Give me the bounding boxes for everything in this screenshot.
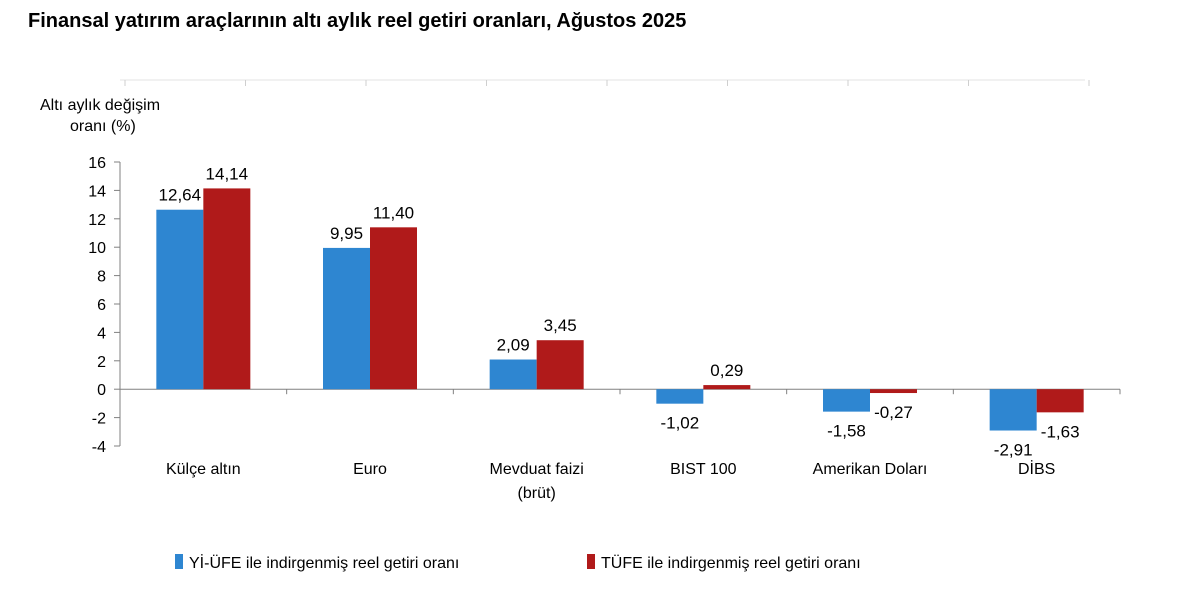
data-label: 14,14 [206, 164, 249, 183]
legend-swatch-tufe [587, 554, 595, 569]
data-label: -1,63 [1041, 422, 1080, 441]
y-axis-label-line1: Altı aylık değişim [40, 97, 160, 114]
category-labels: Külçe altın Euro Mevduat faizi (brüt) BIST 1… [166, 459, 1055, 502]
data-label: 3,45 [544, 316, 577, 335]
bar-yiufe [323, 247, 370, 390]
data-labels: 12,64 9,95 2,09 -1,02 -1,58 -2,91 14,14 11,40 3,… [159, 164, 1080, 459]
y-tick-label: 0 [97, 382, 106, 399]
bar-tufe [203, 188, 251, 390]
data-label: -1,58 [827, 422, 866, 441]
chart-title: Finansal yatırım araçlarının altı aylık … [28, 10, 687, 32]
bar-yiufe [989, 389, 1037, 431]
y-tick-label: 8 [97, 269, 106, 286]
bar-yiufe [156, 209, 204, 390]
category-label: BIST 100 [670, 461, 737, 478]
legend-swatch-yiufe [175, 554, 183, 569]
bar-tufe [703, 385, 751, 390]
y-tick-label: 4 [97, 325, 106, 342]
y-axis-label: Altı aylık değişim oranı (%) [40, 97, 160, 135]
y-tick-label: 12 [88, 212, 106, 229]
data-label: -0,27 [874, 403, 913, 422]
top-tick-marks [120, 79, 1090, 86]
bar-yiufe [823, 389, 870, 412]
bar-tufe [370, 227, 417, 390]
data-label: -1,02 [660, 414, 699, 433]
data-label: 12,64 [159, 186, 202, 205]
y-tick-label: -4 [92, 439, 106, 456]
category-label: Mevduat faizi [490, 461, 584, 478]
category-label: (brüt) [518, 485, 556, 502]
y-tick-label: 14 [88, 183, 106, 200]
category-label: Külçe altın [166, 461, 241, 478]
bar-yiufe [489, 359, 537, 390]
y-tick-label: -2 [92, 411, 106, 428]
category-label: DİBS [1018, 459, 1055, 478]
legend-label-yiufe: Yİ-ÜFE ile indirgenmiş reel getiri oranı [189, 553, 459, 572]
data-label: 9,95 [330, 224, 363, 243]
bars [156, 188, 1084, 431]
legend-label-tufe: TÜFE ile indirgenmiş reel getiri oranı [601, 554, 861, 572]
bar-tufe [1036, 389, 1084, 413]
data-label: 2,09 [497, 336, 530, 355]
y-tick-label: 16 [88, 155, 106, 172]
data-label: 0,29 [710, 361, 743, 380]
y-tick-label: 6 [97, 297, 106, 314]
y-axis-label-line2: oranı (%) [70, 118, 136, 135]
category-label: Euro [353, 461, 387, 478]
y-tick-label: 10 [88, 240, 106, 257]
bar-tufe [536, 340, 584, 390]
data-label: 11,40 [373, 203, 414, 222]
bar-tufe [870, 389, 917, 394]
bar-yiufe [656, 389, 704, 404]
legend: Yİ-ÜFE ile indirgenmiş reel getiri oranı… [175, 553, 861, 572]
category-label: Amerikan Doları [813, 461, 928, 478]
data-label: -2,91 [994, 441, 1033, 460]
axes: 16 14 12 10 8 6 4 2 0 -2 -4 [88, 155, 1121, 456]
y-tick-label: 2 [97, 354, 106, 371]
